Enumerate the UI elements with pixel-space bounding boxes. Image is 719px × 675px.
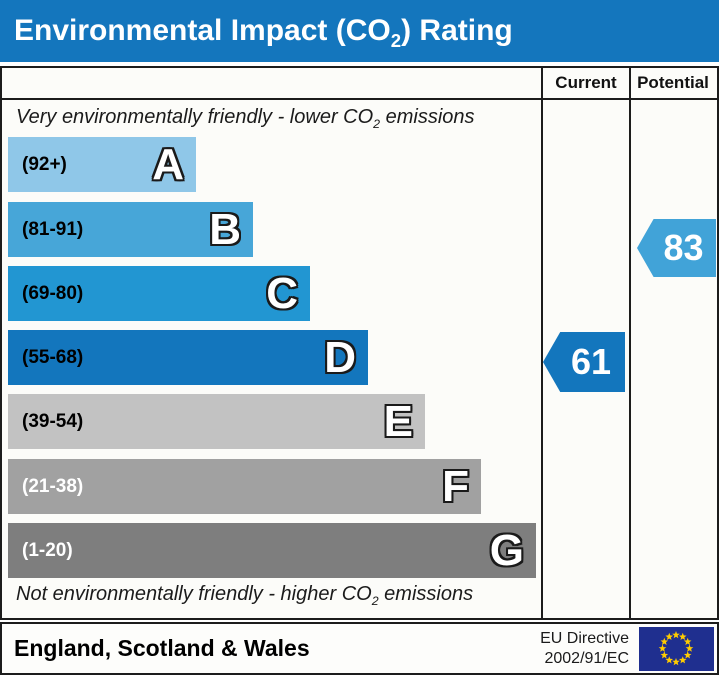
eu-flag-icon bbox=[639, 626, 714, 671]
band-d-range: (55-68) bbox=[22, 346, 84, 368]
band-f-letter: F bbox=[442, 462, 469, 511]
caption-bottom-text-end: emissions bbox=[378, 583, 474, 605]
footer: England, Scotland & Wales EU Directive 2… bbox=[0, 622, 719, 675]
band-e-letter: E bbox=[383, 397, 413, 446]
band-b-letter: B bbox=[209, 205, 241, 254]
region-label: England, Scotland & Wales bbox=[14, 635, 310, 661]
current-rating-marker: 61 bbox=[543, 332, 625, 392]
band-f-range: (21-38) bbox=[22, 475, 84, 497]
caption-bottom-text: Not environmentally friendly - higher CO bbox=[16, 583, 372, 605]
band-g: (1-20) G bbox=[8, 523, 536, 578]
eu-directive-line2: 2002/91/EC bbox=[544, 649, 629, 667]
caption-top-subscript: 2 bbox=[373, 117, 381, 131]
caption-bottom-subscript: 2 bbox=[371, 594, 379, 608]
potential-column-divider bbox=[629, 68, 631, 618]
band-b-range: (81-91) bbox=[22, 218, 84, 240]
title-text: Environmental Impact (CO bbox=[14, 14, 391, 47]
band-d: (55-68) D bbox=[8, 330, 368, 385]
band-c-range: (69-80) bbox=[22, 282, 84, 304]
caption-top-text-end: emissions bbox=[380, 106, 475, 128]
column-header-potential: Potential bbox=[637, 73, 709, 92]
page-title: Environmental Impact (CO2) Rating bbox=[0, 0, 719, 62]
band-e: (39-54) E bbox=[8, 394, 425, 449]
rating-table: Current Potential Very environmentally f… bbox=[0, 66, 719, 620]
current-column-divider bbox=[541, 68, 543, 618]
band-g-range: (1-20) bbox=[22, 539, 73, 561]
potential-rating-marker: 83 bbox=[637, 219, 716, 277]
band-a-range: (92+) bbox=[22, 153, 67, 175]
eu-directive-label: EU Directive 2002/91/EC bbox=[540, 629, 639, 669]
band-a-letter: A bbox=[152, 140, 184, 189]
caption-top: Very environmentally friendly - lower CO… bbox=[16, 106, 475, 131]
band-e-range: (39-54) bbox=[22, 410, 84, 432]
caption-bottom: Not environmentally friendly - higher CO… bbox=[16, 583, 474, 608]
caption-top-text: Very environmentally friendly - lower CO bbox=[16, 106, 374, 128]
band-g-letter: G bbox=[489, 526, 524, 575]
title-text-end: ) Rating bbox=[401, 14, 513, 47]
eu-directive-line1: EU Directive bbox=[540, 629, 629, 647]
header-row-divider bbox=[2, 98, 717, 100]
band-c: (69-80) C bbox=[8, 266, 310, 321]
band-a: (92+) A bbox=[8, 137, 196, 192]
band-d-letter: D bbox=[324, 333, 356, 382]
column-header-current: Current bbox=[555, 73, 617, 92]
title-subscript: 2 bbox=[390, 30, 402, 51]
band-c-letter: C bbox=[266, 269, 298, 318]
band-b: (81-91) B bbox=[8, 202, 253, 257]
band-f: (21-38) F bbox=[8, 459, 481, 514]
